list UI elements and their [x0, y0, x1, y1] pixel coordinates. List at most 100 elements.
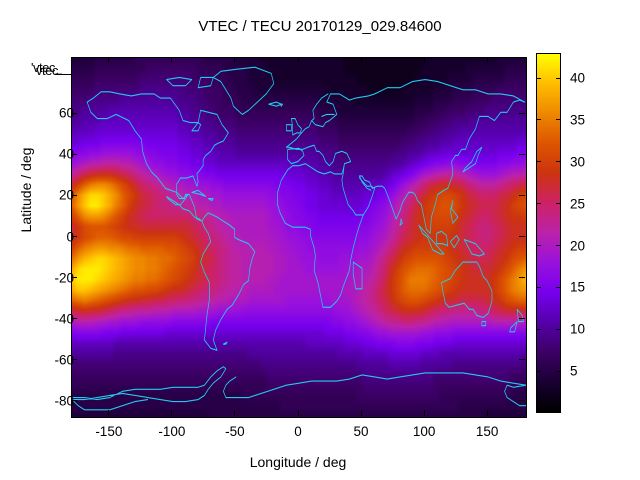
x-tick-label: 100 [412, 424, 436, 439]
colorbar-tick-mark [536, 119, 541, 121]
chart-title: VTEC / TECU 20170129_029.84600 [198, 18, 442, 35]
colorbar-tick-mark [556, 286, 561, 288]
y-tick-mark [519, 194, 525, 196]
coastline-path [222, 341, 228, 345]
coastline-path [166, 76, 193, 87]
coastline-path [72, 366, 227, 403]
x-tick-label: -150 [95, 424, 123, 439]
coastline-path [200, 212, 256, 351]
x-tick-mark [423, 57, 425, 63]
colorbar-tick-label: 15 [570, 279, 586, 295]
coastline-path [504, 384, 526, 407]
x-tick-mark [486, 57, 488, 63]
colorbar-tick-mark [536, 161, 541, 163]
coastline-path [212, 66, 275, 115]
vtec-heatmap-canvas [72, 58, 526, 417]
colorbar-tick-mark [536, 370, 541, 372]
x-tick-mark [171, 57, 173, 63]
coastline-path [463, 238, 485, 257]
colorbar-tick-mark [556, 161, 561, 163]
y-tick-mark [71, 153, 77, 155]
colorbar-tick-mark [536, 286, 541, 288]
vtec-heatmap-plot [71, 57, 527, 418]
x-tick-mark [486, 410, 488, 416]
y-tick-label: -60 [54, 352, 74, 368]
x-tick-mark [234, 410, 236, 416]
y-tick-mark [519, 112, 525, 114]
colorbar-tick-label: 30 [570, 154, 586, 170]
x-tick-label: 50 [353, 424, 369, 439]
colorbar-tick-mark [536, 328, 541, 330]
y-tick-mark [519, 153, 525, 155]
y-tick-mark [71, 400, 77, 402]
coastline-path [197, 76, 214, 89]
coastline-path [436, 230, 449, 247]
colorbar-tick-mark [556, 203, 561, 205]
plot-key-label-overlap: vtec [36, 63, 58, 78]
coastline-path [509, 321, 518, 333]
plot-key-label: 'vtec_ [31, 60, 62, 75]
x-tick-label: -50 [225, 424, 245, 439]
y-tick-label: -80 [54, 393, 74, 409]
coastline-path [399, 218, 403, 226]
colorbar-tick-mark [556, 77, 561, 79]
coastline-path [86, 91, 229, 222]
colorbar-tick-mark [536, 77, 541, 79]
y-tick-mark [519, 236, 525, 237]
coastline-path [481, 321, 486, 327]
colorbar-tick-label: 40 [570, 70, 586, 86]
coastline-path [441, 261, 493, 319]
y-tick-label: 20 [58, 187, 74, 203]
y-tick-label: -40 [54, 311, 74, 327]
coastline-path [449, 234, 460, 249]
coastline-path [268, 101, 282, 107]
x-tick-mark [297, 57, 299, 63]
x-tick-mark [234, 57, 236, 63]
coastline-path [287, 147, 305, 165]
y-tick-mark [519, 277, 525, 279]
coastline-overlay [72, 66, 526, 411]
coastline-path [321, 113, 335, 118]
coastline-path [418, 224, 445, 255]
colorbar-tick-mark [556, 328, 561, 330]
coastline-path [311, 93, 329, 122]
colorbar-tick-mark [556, 370, 561, 372]
y-tick-mark [519, 359, 525, 361]
x-axis-label: Longitude / deg [249, 454, 347, 470]
coastline-path [277, 144, 364, 308]
colorbar-tick-label: 20 [570, 238, 586, 254]
colorbar-tick-mark [556, 119, 561, 121]
colorbar-tick-mark [536, 203, 541, 205]
colorbar-tick-mark [536, 245, 541, 247]
coastline-path [279, 103, 283, 107]
coastline-path [191, 122, 201, 132]
y-tick-mark [519, 318, 525, 320]
coastline-path [191, 189, 207, 198]
coastline-path [359, 99, 526, 234]
colorbar-tick-label: 35 [570, 112, 586, 128]
coastline-path [222, 372, 526, 399]
x-tick-mark [423, 410, 425, 416]
x-tick-mark [108, 410, 110, 416]
coastline-path [86, 101, 203, 222]
y-tick-label: 40 [58, 146, 74, 162]
x-tick-mark [297, 410, 299, 416]
y-tick-mark [71, 236, 77, 237]
plot-key-line [55, 74, 71, 75]
y-tick-label: 60 [58, 105, 74, 121]
coastline-path [449, 200, 459, 224]
coastline-path [286, 124, 292, 132]
y-tick-mark [519, 400, 525, 402]
coastline-path [352, 261, 363, 290]
y-tick-mark [71, 318, 77, 320]
coastline-path [516, 308, 524, 323]
y-tick-mark [71, 359, 77, 361]
coastline-path [291, 117, 302, 136]
y-axis-label: Latitude / deg [18, 147, 34, 233]
coastline-path [207, 197, 214, 202]
colorbar-tick-mark [556, 245, 561, 247]
colorbar-tick-label: 10 [570, 321, 586, 337]
coastline-path [359, 175, 372, 191]
x-tick-label: 150 [475, 424, 499, 439]
